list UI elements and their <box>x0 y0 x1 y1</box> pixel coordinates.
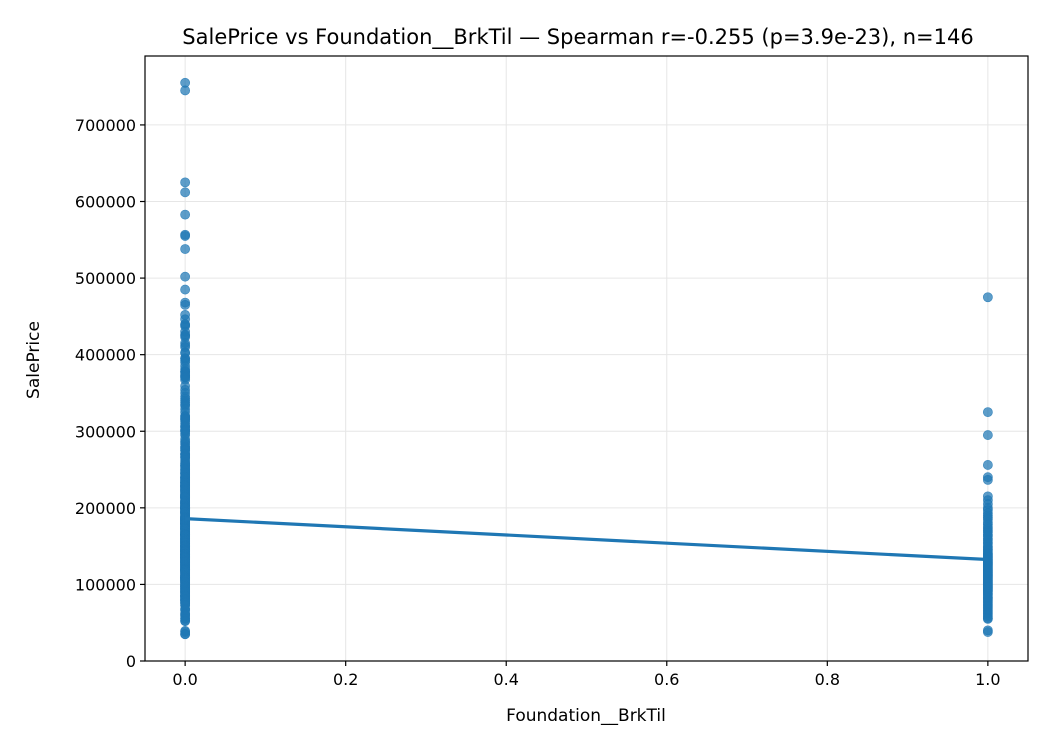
data-point <box>180 244 191 254</box>
data-point <box>180 85 191 96</box>
data-point <box>982 460 993 470</box>
y-tick-label: 400000 <box>75 346 136 365</box>
data-point <box>982 407 993 418</box>
data-point <box>982 474 993 485</box>
y-tick-label: 100000 <box>75 575 136 594</box>
data-point <box>982 627 993 637</box>
grid-lines <box>145 56 1028 662</box>
x-tick-label: 0.6 <box>654 670 679 689</box>
x-tick-label: 0.4 <box>494 670 519 689</box>
x-tick-label: 0.2 <box>333 670 358 689</box>
data-point <box>180 299 191 310</box>
y-tick-label: 500000 <box>75 269 136 288</box>
x-tick-label: 1.0 <box>975 670 1000 689</box>
data-points <box>180 77 993 640</box>
y-tick-label: 600000 <box>75 193 136 212</box>
data-point <box>180 187 191 198</box>
data-point <box>180 209 191 220</box>
y-tick-label: 0 <box>126 652 136 671</box>
chart-title: SalePrice vs Foundation__BrkTil — Spearm… <box>182 25 973 50</box>
y-axis-ticks: 0 100000 200000 300000 400000 500000 600000 700… <box>75 116 145 671</box>
data-point <box>982 430 993 440</box>
x-axis-ticks: 0.0 0.2 0.4 0.6 0.8 1.0 <box>172 661 1001 689</box>
y-tick-label: 700000 <box>75 116 136 135</box>
y-tick-label: 300000 <box>75 422 136 441</box>
y-axis-label: SalePrice <box>24 321 44 399</box>
y-tick-label: 200000 <box>75 499 136 518</box>
x-axis-label: Foundation__BrkTil <box>506 706 666 726</box>
trend-line <box>185 517 988 562</box>
data-point <box>180 284 191 295</box>
data-point <box>180 629 191 640</box>
data-point <box>180 616 191 627</box>
x-tick-label: 0.8 <box>815 670 840 689</box>
data-point <box>180 177 191 188</box>
data-point <box>180 231 191 241</box>
data-point <box>982 292 993 303</box>
x-tick-label: 0.0 <box>172 670 197 689</box>
trend-line-layer <box>185 517 988 562</box>
data-point <box>180 271 191 282</box>
data-point <box>982 613 993 624</box>
plot-area-frame <box>144 55 1029 662</box>
